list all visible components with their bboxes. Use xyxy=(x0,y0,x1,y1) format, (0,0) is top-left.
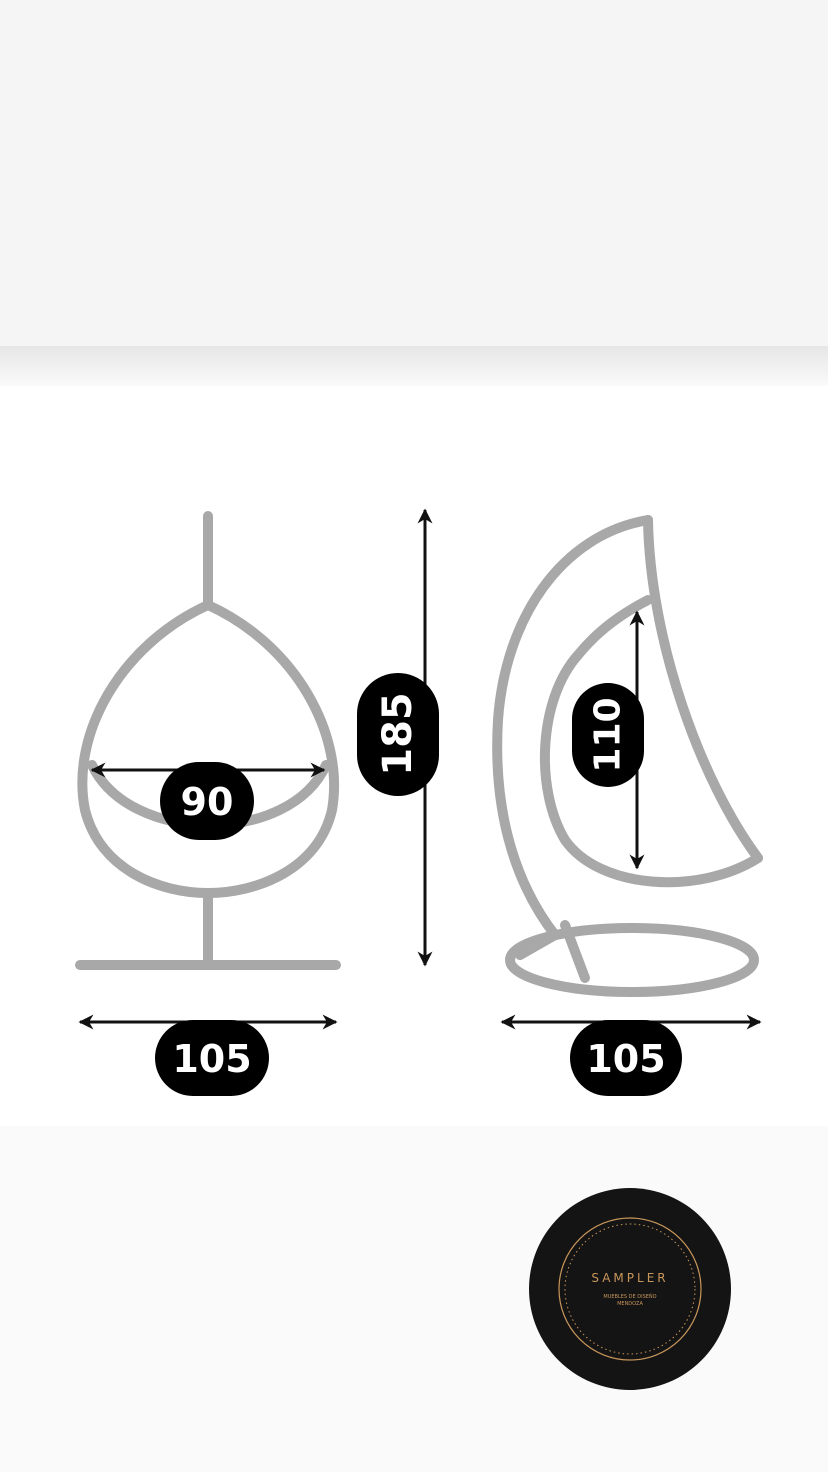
sampler-logo: SAMPLER MUEBLES DE DISEÑO MENDOZA xyxy=(529,1188,731,1390)
logo-tagline-2: MENDOZA xyxy=(617,1301,643,1307)
logo-tagline-1: MUEBLES DE DISEÑO xyxy=(603,1293,656,1300)
side-base-ring xyxy=(505,923,759,997)
label-egg-width: 90 xyxy=(181,780,234,824)
side-shell-outer xyxy=(492,515,653,940)
top-shadow xyxy=(0,346,828,386)
badge-egg-width: 90 xyxy=(160,762,254,840)
logo-name: SAMPLER xyxy=(591,1271,668,1285)
badge-side-base: 105 xyxy=(570,1020,682,1096)
label-side-base: 105 xyxy=(586,1037,665,1081)
side-view-chair xyxy=(492,515,763,997)
front-view-chair xyxy=(75,511,341,970)
side-shell-back xyxy=(643,515,763,863)
label-seat-height: 110 xyxy=(588,697,629,772)
top-band xyxy=(0,0,828,346)
badge-height: 185 xyxy=(357,673,439,796)
egg-shell xyxy=(77,600,340,898)
side-seat xyxy=(539,595,763,888)
badge-front-base: 105 xyxy=(155,1020,269,1096)
label-front-base: 105 xyxy=(172,1037,251,1081)
badge-seat-height: 110 xyxy=(572,683,644,787)
label-height: 185 xyxy=(375,692,421,776)
